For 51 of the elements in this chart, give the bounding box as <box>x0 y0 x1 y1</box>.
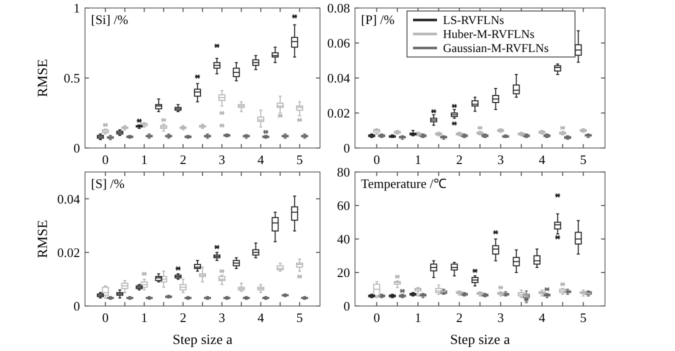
x-tick-label: 4 <box>538 152 546 167</box>
x-tick-label: 2 <box>180 152 186 167</box>
y-tick-label: 20 <box>337 265 350 280</box>
x-tick-label: 4 <box>258 152 265 167</box>
x-tick-label: 3 <box>218 310 226 325</box>
chart-title: [Si] /% <box>91 12 128 27</box>
y-tick-label: 0.02 <box>57 244 80 260</box>
x-tick-label: 3 <box>497 152 504 167</box>
y-tick-label: 0.5 <box>64 70 80 86</box>
legend-label: Huber-M-RVFLNs <box>443 27 535 42</box>
y-tick-label: 60 <box>337 198 350 214</box>
x-tick-label: 5 <box>580 310 587 325</box>
x-tick-label: 5 <box>296 310 303 325</box>
x-tick-label: 0 <box>373 310 380 325</box>
x-tick-label: 5 <box>580 152 587 167</box>
chart-title: Temperature /℃ <box>361 176 446 191</box>
y-tick-label: 0 <box>74 140 80 156</box>
x-tick-label: 5 <box>296 152 303 167</box>
legend-label: LS-RVFLNs <box>443 13 504 28</box>
chart-title: [P] /% <box>361 12 395 27</box>
x-tick-label: 0 <box>102 152 109 167</box>
x-tick-label: 0 <box>373 152 380 167</box>
y-axis-title: RMSE <box>36 220 51 258</box>
y-tick-label: 0 <box>344 140 350 156</box>
y-tick-label: 1 <box>74 0 80 16</box>
y-tick-label: 0.06 <box>327 36 350 51</box>
legend-label: Gaussian-M-RVFLNs <box>443 41 550 56</box>
y-tick-label: 0.08 <box>327 0 350 16</box>
y-tick-label: 0.04 <box>57 191 80 206</box>
x-tick-label: 2 <box>180 310 186 325</box>
x-tick-label: 4 <box>538 310 546 325</box>
y-tick-label: 0.02 <box>327 106 350 121</box>
x-tick-label: 2 <box>456 310 463 325</box>
chart-title: [S] /% <box>91 176 125 191</box>
x-tick-label: 3 <box>497 310 504 325</box>
x-tick-label: 1 <box>140 152 148 167</box>
x-tick-label: 4 <box>258 310 265 325</box>
x-tick-label: 2 <box>456 152 463 167</box>
y-tick-label: 0 <box>74 298 80 314</box>
x-tick-label: 1 <box>414 152 422 167</box>
x-axis-title: Step size a <box>172 333 234 348</box>
x-axis-title: Step size a <box>450 333 511 348</box>
y-tick-label: 0.04 <box>327 70 350 86</box>
y-tick-label: 0 <box>344 298 350 314</box>
x-tick-label: 1 <box>140 310 148 325</box>
x-tick-label: 0 <box>102 310 109 325</box>
x-tick-label: 3 <box>218 152 226 167</box>
x-tick-label: 1 <box>414 310 422 325</box>
y-tick-label: 40 <box>337 232 350 247</box>
y-axis-title: RMSE <box>36 58 51 98</box>
y-tick-label: 80 <box>337 164 350 180</box>
